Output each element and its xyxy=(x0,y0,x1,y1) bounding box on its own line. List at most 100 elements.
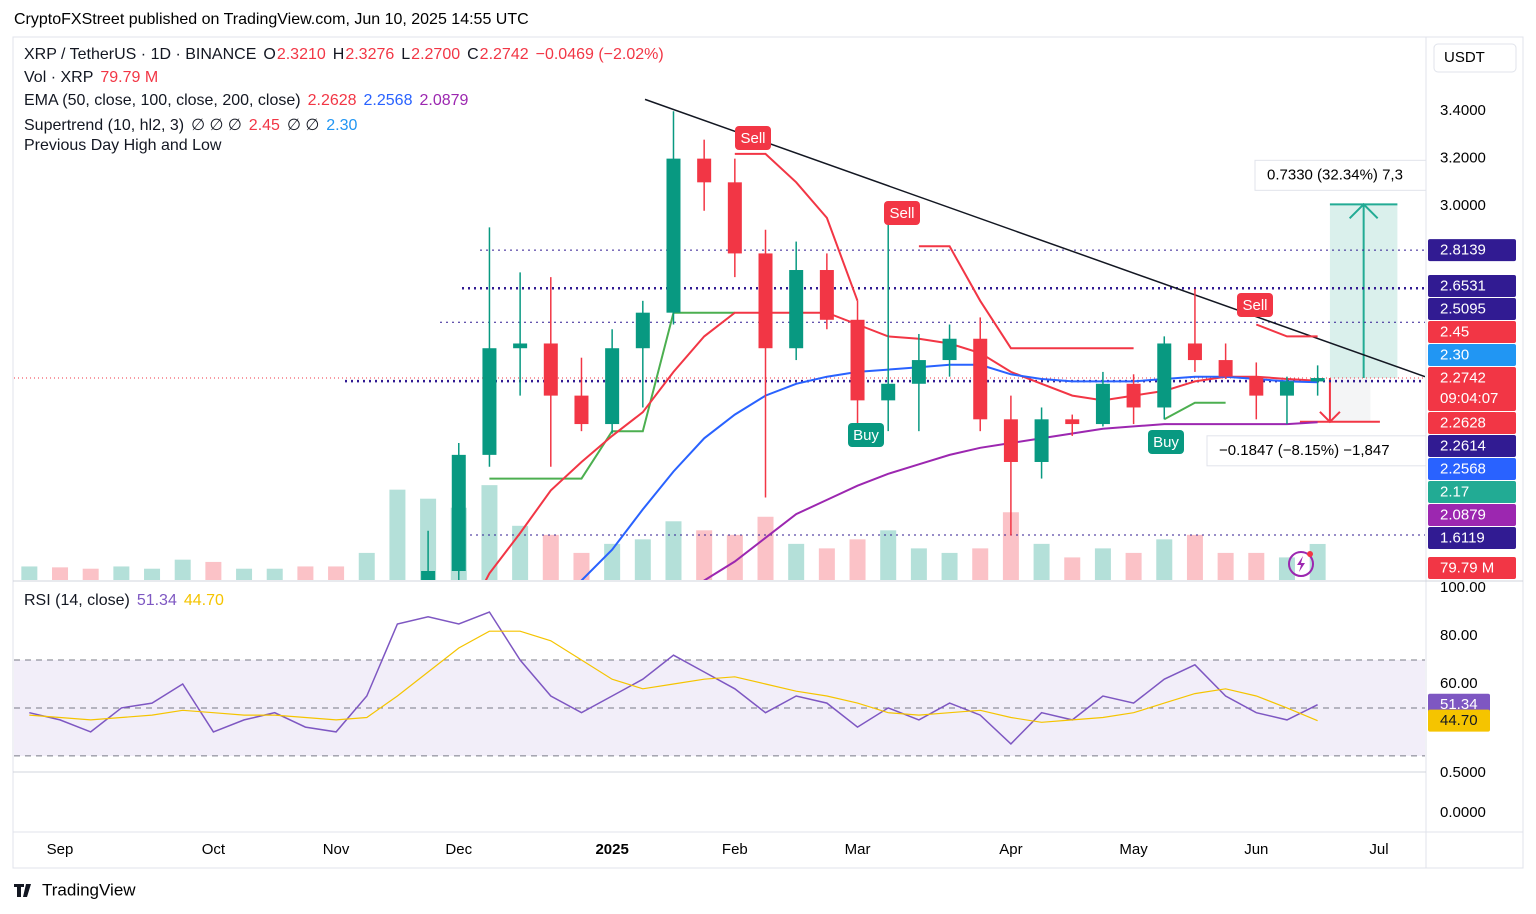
candle-body xyxy=(942,338,957,361)
x-tick-label: 2025 xyxy=(595,841,628,858)
candle-body xyxy=(268,787,282,789)
stop-arrow xyxy=(1319,378,1341,424)
volume-bar xyxy=(82,568,99,580)
volume-bar xyxy=(266,568,283,580)
volume-bar xyxy=(726,534,743,580)
volume-bar xyxy=(297,566,314,580)
price-label-box xyxy=(1428,412,1516,435)
volume-bar xyxy=(880,530,897,580)
x-tick-label: Sep xyxy=(47,841,74,858)
candle-body xyxy=(1157,343,1172,408)
ema-line xyxy=(703,421,1318,580)
x-tick-label: Mar xyxy=(845,841,871,858)
candle-body xyxy=(176,765,190,777)
price-label-box xyxy=(1428,458,1516,481)
change: −0.0469 (−2.02%) xyxy=(535,46,664,63)
price-label-box xyxy=(1428,298,1516,321)
volume-bar xyxy=(634,539,651,580)
y-tick-label: 100.00 xyxy=(1440,579,1486,596)
price-label-box xyxy=(1428,504,1516,527)
ohlc-key: C xyxy=(467,46,479,63)
price-label-box xyxy=(1428,275,1516,298)
price-label: 2.0879 xyxy=(1440,507,1486,524)
candle-body xyxy=(574,395,589,425)
x-tick-label: Apr xyxy=(999,841,1022,858)
price-label: 2.2742 xyxy=(1440,370,1486,387)
price-label: 2.2568 xyxy=(1440,461,1486,478)
volume-label: 79.79 M xyxy=(1440,559,1494,576)
countdown: 09:04:07 xyxy=(1440,390,1498,407)
price-label-box xyxy=(1428,239,1516,262)
volume-bar xyxy=(573,552,590,580)
price-pane xyxy=(14,98,1425,798)
price-label-box xyxy=(1428,344,1516,367)
price-label: 2.17 xyxy=(1440,484,1469,501)
volume-bar xyxy=(1217,552,1234,580)
rsi-label-box xyxy=(1428,709,1490,732)
candle-body xyxy=(22,775,36,776)
measure-label: 0.7330 (32.34%) 7,3 xyxy=(1267,166,1403,183)
rsi-value: 51.34 xyxy=(136,592,177,609)
volume-bar xyxy=(52,567,69,580)
volume-bar xyxy=(358,552,375,580)
candle-body xyxy=(1218,360,1233,377)
price-label: 2.30 xyxy=(1440,347,1469,364)
volume-bar xyxy=(972,548,989,580)
volume-bar xyxy=(236,568,253,580)
volume-bar xyxy=(1064,557,1081,580)
candle-body xyxy=(421,570,436,580)
ema-value: 2.2628 xyxy=(307,92,357,109)
measure-label-box xyxy=(1254,159,1427,191)
price-label: 2.2614 xyxy=(1440,438,1486,455)
candle-body xyxy=(1279,381,1294,396)
logo xyxy=(14,884,31,897)
volume-bar xyxy=(328,566,345,580)
supertrend-value: 2.30 xyxy=(326,117,358,134)
indicator-name: Previous Day High and Low xyxy=(24,137,222,154)
brand: TradingView xyxy=(42,880,136,899)
overlay: Sell Sell Sell Buy Buy 0.7330 (32.34%) 7,3 −0.… xyxy=(735,126,1516,732)
candle-body xyxy=(973,338,988,420)
volume-bar xyxy=(1125,552,1142,580)
currency-box xyxy=(1433,43,1517,73)
candle-body xyxy=(697,158,712,183)
supertrend-line xyxy=(734,152,1318,350)
candle-body xyxy=(635,312,650,349)
candle-body xyxy=(789,270,804,349)
volume-bar xyxy=(849,539,866,580)
y-tick-label: 80.00 xyxy=(1440,627,1478,644)
ohlc-value: 2.2742 xyxy=(479,46,529,63)
price-label-box xyxy=(1428,481,1516,504)
y-tick-label: 0.0000 xyxy=(1440,804,1486,821)
signal-label: Sell xyxy=(740,130,765,147)
volume-bar xyxy=(665,521,682,580)
x-tick-label: Dec xyxy=(445,841,472,858)
volume-label-box xyxy=(1428,557,1516,579)
candle-body xyxy=(84,784,98,789)
candle-body xyxy=(360,770,374,798)
candle-body xyxy=(1003,419,1018,462)
rsi-label: 44.70 xyxy=(1440,712,1478,729)
candle-body xyxy=(206,765,220,791)
measure-label-box xyxy=(1206,435,1427,467)
rsi-name: RSI (14, close) xyxy=(24,592,130,609)
ema-value: 2.0879 xyxy=(419,92,469,109)
candle-body xyxy=(482,348,497,455)
ohlc-value: 2.3276 xyxy=(345,46,395,63)
ema-value: 2.2568 xyxy=(363,92,413,109)
x-tick-label: Jun xyxy=(1244,841,1268,858)
trendline xyxy=(644,98,1425,378)
y-tick-label: 3.4000 xyxy=(1440,102,1486,119)
ohlc-value: 2.3210 xyxy=(276,46,326,63)
ohlc-key: H xyxy=(332,46,345,63)
price-label: 2.5095 xyxy=(1440,301,1486,318)
price-label-box xyxy=(1428,321,1516,344)
y-tick-label: 3.2000 xyxy=(1440,150,1486,167)
signal-box xyxy=(1237,293,1273,317)
volume-value: 79.79 M xyxy=(100,69,159,86)
price-label: 2.8139 xyxy=(1440,242,1486,259)
signal-box xyxy=(848,423,884,447)
y-tick-label: 3.0000 xyxy=(1440,197,1486,214)
candle-body xyxy=(850,319,865,401)
signal-label: Buy xyxy=(1153,434,1179,451)
